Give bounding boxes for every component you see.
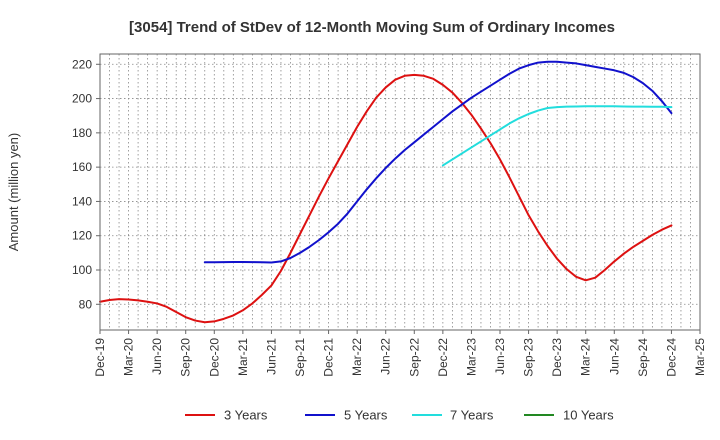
y-tick-label: 80 bbox=[79, 297, 93, 311]
y-tick-label: 180 bbox=[72, 126, 92, 140]
legend-label-3-years: 3 Years bbox=[224, 408, 268, 423]
y-tick-label: 160 bbox=[72, 160, 92, 174]
grid bbox=[100, 54, 700, 330]
y-axis-label: Amount (million yen) bbox=[6, 133, 21, 252]
x-axis-ticks: Dec-19 Mar-20 Jun-20 Sep-20 Dec-20 Mar-21 Jun-… bbox=[93, 330, 707, 377]
x-tick-label: Sep-24 bbox=[636, 338, 650, 377]
y-tick-label: 120 bbox=[72, 229, 92, 243]
x-tick-label: Mar-22 bbox=[350, 338, 364, 376]
x-tick-label: Sep-22 bbox=[407, 338, 421, 377]
x-tick-label: Jun-23 bbox=[493, 338, 507, 375]
legend-label-7-years: 7 Years bbox=[450, 408, 494, 423]
series-layer bbox=[99, 60, 673, 324]
x-tick-label: Mar-24 bbox=[579, 338, 593, 376]
y-tick-label: 100 bbox=[72, 263, 92, 277]
x-tick-label: Dec-24 bbox=[664, 338, 678, 377]
y-tick-label: 140 bbox=[72, 194, 92, 208]
x-tick-label: Jun-22 bbox=[379, 338, 393, 375]
x-tick-label: Dec-22 bbox=[436, 338, 450, 377]
x-tick-label: Jun-24 bbox=[607, 338, 621, 375]
series-line-7-years bbox=[441, 105, 673, 167]
x-tick-label: Dec-23 bbox=[550, 338, 564, 377]
legend: 3 Years 5 Years 7 Years 10 Years bbox=[185, 408, 614, 423]
chart-title: [3054] Trend of StDev of 12-Month Moving… bbox=[129, 19, 615, 36]
y-tick-label: 200 bbox=[72, 92, 92, 106]
x-tick-label: Sep-23 bbox=[522, 338, 536, 377]
legend-label-5-years: 5 Years bbox=[344, 408, 388, 423]
series-line-5-years bbox=[203, 60, 673, 264]
x-tick-label: Jun-21 bbox=[264, 338, 278, 375]
x-tick-label: Mar-25 bbox=[693, 338, 707, 376]
x-tick-label: Mar-21 bbox=[236, 338, 250, 376]
legend-label-10-years: 10 Years bbox=[563, 408, 614, 423]
x-tick-label: Jun-20 bbox=[150, 338, 164, 375]
x-tick-label: Dec-19 bbox=[93, 338, 107, 377]
x-tick-label: Dec-20 bbox=[207, 338, 221, 377]
x-tick-label: Dec-21 bbox=[322, 338, 336, 377]
x-tick-label: Sep-20 bbox=[179, 338, 193, 377]
y-axis-ticks: 80 100 120 140 160 180 200 220 bbox=[72, 57, 100, 311]
y-tick-label: 220 bbox=[72, 57, 92, 71]
x-tick-label: Mar-23 bbox=[464, 338, 478, 376]
plot-frame bbox=[99, 53, 701, 331]
x-tick-label: Sep-21 bbox=[293, 338, 307, 377]
series-line-3-years bbox=[99, 73, 673, 324]
x-tick-label: Mar-20 bbox=[122, 338, 136, 376]
